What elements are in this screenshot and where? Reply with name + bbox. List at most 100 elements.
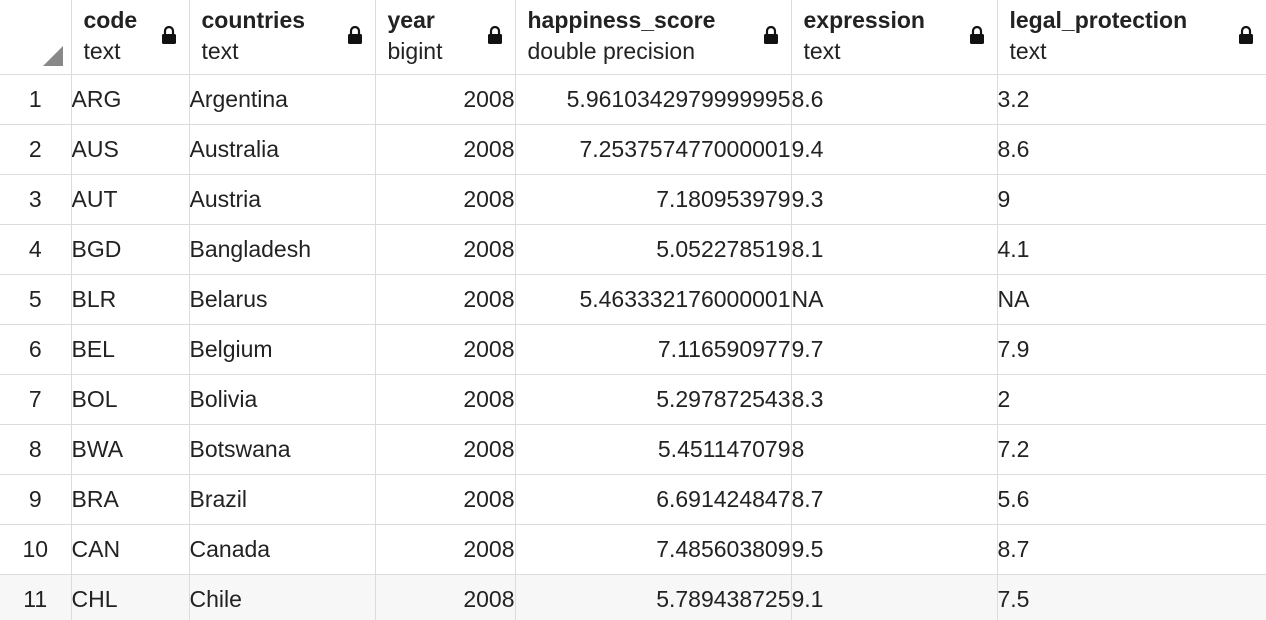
header-row: code text countries text [0,0,1266,75]
table-row: 5 BLR Belarus 2008 5.463332176000001 NA … [0,274,1266,325]
row-number[interactable]: 2 [0,124,72,175]
cell-countries[interactable]: Brazil [188,474,376,525]
column-type: double precision [527,38,696,64]
lock-icon [161,26,176,44]
cell-countries[interactable]: Chile [188,574,376,620]
cell-happiness-score[interactable]: 5.9610342979999995 [514,74,792,125]
row-number[interactable]: 11 [0,574,72,620]
column-header-expression[interactable]: expression text [790,0,998,75]
cell-year[interactable]: 2008 [374,374,516,425]
cell-code[interactable]: CAN [70,524,190,575]
table-row: 2 AUS Australia 2008 7.253757477000001 9… [0,124,1266,175]
cell-countries[interactable]: Belgium [188,324,376,375]
column-name: code [83,7,138,33]
cell-countries[interactable]: Austria [188,174,376,225]
cell-code[interactable]: ARG [70,74,190,125]
cell-happiness-score[interactable]: 7.116590977 [514,324,792,375]
cell-expression[interactable]: 8.1 [790,224,998,275]
cell-legal-protection[interactable]: 7.2 [996,424,1266,475]
column-name: legal_protection [1009,7,1188,33]
cell-legal-protection[interactable]: 3.2 [996,74,1266,125]
cell-year[interactable]: 2008 [374,524,516,575]
cell-expression[interactable]: 8.6 [790,74,998,125]
cell-happiness-score[interactable]: 5.052278519 [514,224,792,275]
cell-legal-protection[interactable]: 8.6 [996,124,1266,175]
cell-happiness-score[interactable]: 5.297872543 [514,374,792,425]
select-all-corner[interactable] [0,0,72,75]
cell-legal-protection[interactable]: 7.5 [996,574,1266,620]
cell-expression[interactable]: 8 [790,424,998,475]
column-type: bigint [387,38,443,64]
cell-expression[interactable]: 9.7 [790,324,998,375]
cell-legal-protection[interactable]: 2 [996,374,1266,425]
cell-year[interactable]: 2008 [374,74,516,125]
column-header-code[interactable]: code text [70,0,190,75]
cell-year[interactable]: 2008 [374,124,516,175]
cell-year[interactable]: 2008 [374,274,516,325]
cell-code[interactable]: BGD [70,224,190,275]
row-number[interactable]: 8 [0,424,72,475]
lock-icon [763,26,778,44]
cell-code[interactable]: BRA [70,474,190,525]
cell-happiness-score[interactable]: 7.485603809 [514,524,792,575]
cell-code[interactable]: BLR [70,274,190,325]
row-number[interactable]: 9 [0,474,72,525]
cell-happiness-score[interactable]: 6.691424847 [514,474,792,525]
row-number[interactable]: 4 [0,224,72,275]
cell-expression[interactable]: 9.4 [790,124,998,175]
cell-year[interactable]: 2008 [374,324,516,375]
cell-legal-protection[interactable]: 8.7 [996,524,1266,575]
row-number[interactable]: 3 [0,174,72,225]
cell-expression[interactable]: 9.3 [790,174,998,225]
cell-year[interactable]: 2008 [374,474,516,525]
column-header-happiness-score[interactable]: happiness_score double precision [514,0,792,75]
cell-code[interactable]: BWA [70,424,190,475]
cell-expression[interactable]: 9.1 [790,574,998,620]
row-number[interactable]: 5 [0,274,72,325]
column-type: text [83,38,121,64]
cell-code[interactable]: BEL [70,324,190,375]
row-number[interactable]: 10 [0,524,72,575]
cell-countries[interactable]: Bangladesh [188,224,376,275]
row-number[interactable]: 1 [0,74,72,125]
column-type: text [201,38,239,64]
cell-code[interactable]: BOL [70,374,190,425]
cell-year[interactable]: 2008 [374,574,516,620]
table-row: 9 BRA Brazil 2008 6.691424847 8.7 5.6 [0,474,1266,525]
cell-expression[interactable]: 8.7 [790,474,998,525]
cell-happiness-score[interactable]: 7.180953979 [514,174,792,225]
cell-countries[interactable]: Argentina [188,74,376,125]
table-row: 11 CHL Chile 2008 5.789438725 9.1 7.5 [0,574,1266,620]
cell-countries[interactable]: Botswana [188,424,376,475]
cell-happiness-score[interactable]: 7.253757477000001 [514,124,792,175]
cell-legal-protection[interactable]: 4.1 [996,224,1266,275]
cell-countries[interactable]: Belarus [188,274,376,325]
cell-expression[interactable]: NA [790,274,998,325]
cell-countries[interactable]: Australia [188,124,376,175]
table-row: 3 AUT Austria 2008 7.180953979 9.3 9 [0,174,1266,225]
cell-expression[interactable]: 9.5 [790,524,998,575]
column-type: text [1009,38,1047,64]
cell-legal-protection[interactable]: 7.9 [996,324,1266,375]
cell-countries[interactable]: Canada [188,524,376,575]
cell-legal-protection[interactable]: 5.6 [996,474,1266,525]
column-header-legal-protection[interactable]: legal_protection text [996,0,1266,75]
cell-code[interactable]: CHL [70,574,190,620]
cell-happiness-score[interactable]: 5.451147079 [514,424,792,475]
row-number[interactable]: 7 [0,374,72,425]
cell-countries[interactable]: Bolivia [188,374,376,425]
column-header-year[interactable]: year bigint [374,0,516,75]
cell-legal-protection[interactable]: 9 [996,174,1266,225]
table-row: 10 CAN Canada 2008 7.485603809 9.5 8.7 [0,524,1266,575]
row-number[interactable]: 6 [0,324,72,375]
cell-year[interactable]: 2008 [374,174,516,225]
cell-happiness-score[interactable]: 5.789438725 [514,574,792,620]
cell-year[interactable]: 2008 [374,424,516,475]
column-header-countries[interactable]: countries text [188,0,376,75]
cell-legal-protection[interactable]: NA [996,274,1266,325]
cell-year[interactable]: 2008 [374,224,516,275]
cell-code[interactable]: AUS [70,124,190,175]
cell-code[interactable]: AUT [70,174,190,225]
cell-happiness-score[interactable]: 5.463332176000001 [514,274,792,325]
cell-expression[interactable]: 8.3 [790,374,998,425]
